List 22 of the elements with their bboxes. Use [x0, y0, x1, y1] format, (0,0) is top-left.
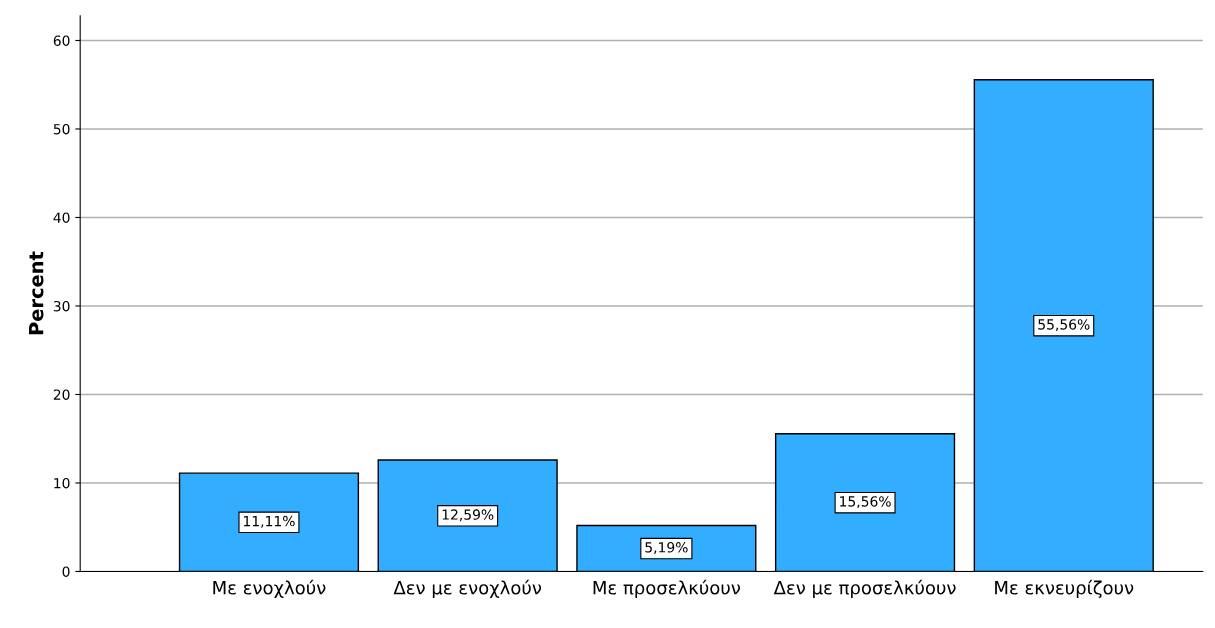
- x-tick-label: Με προσελκύουν: [593, 579, 741, 599]
- y-tick-label: 10: [54, 477, 70, 489]
- y-tick-label: 0: [62, 566, 70, 577]
- x-tick-label: Δεν με ενοχλούν: [393, 579, 542, 599]
- x-tick-label: Δεν με προσελκύουν: [773, 579, 956, 599]
- y-tick-label: 20: [53, 389, 70, 400]
- x-tick-label: Με εκνευρίζουν: [995, 579, 1134, 599]
- y-axis-title: Percent: [29, 251, 44, 335]
- y-tick-label: 40: [53, 212, 70, 223]
- data-label: 12,59%: [442, 509, 494, 522]
- bar: [377, 459, 558, 572]
- y-tick-label: 30: [53, 300, 70, 312]
- y-tick-label: 50: [53, 123, 70, 135]
- bar: [178, 472, 360, 572]
- bar: [774, 433, 956, 572]
- data-label: 15,56%: [840, 496, 891, 509]
- data-label: 5,19%: [645, 542, 688, 554]
- y-tick-label: 60: [53, 35, 70, 46]
- x-tick-label: Με ενοχλούν: [213, 579, 326, 599]
- data-label: 55,56%: [1038, 319, 1090, 332]
- data-label: 11,11%: [244, 515, 295, 528]
- bar: [973, 79, 1154, 572]
